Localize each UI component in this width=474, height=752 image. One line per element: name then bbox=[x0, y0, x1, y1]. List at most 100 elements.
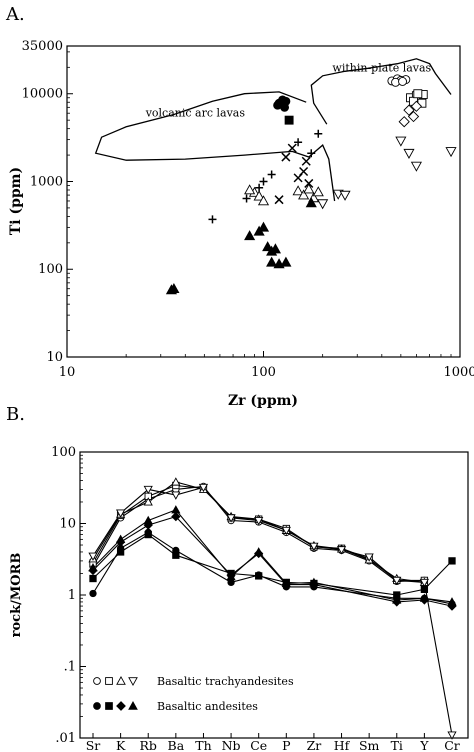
data-point-open-triangle-down bbox=[410, 161, 422, 172]
data-point-filled-triangle-up bbox=[280, 256, 292, 267]
data-point-plus bbox=[307, 149, 316, 158]
x-tick-label: Th bbox=[195, 738, 211, 752]
series-point-filled-square bbox=[116, 548, 125, 556]
data-point-plus bbox=[208, 215, 217, 224]
series-point-open-triangle-down bbox=[226, 514, 236, 523]
data-point-x bbox=[281, 152, 291, 162]
panel-a-points bbox=[165, 74, 457, 295]
series-point-filled-triangle-up bbox=[309, 577, 319, 586]
y-tick-label: 100 bbox=[38, 262, 63, 277]
data-point-plus bbox=[294, 138, 303, 147]
data-point-open-triangle-down bbox=[403, 148, 415, 159]
x-tick-label: Sm bbox=[359, 738, 380, 752]
data-point-plus bbox=[314, 129, 323, 138]
y-tick-label: 1000 bbox=[30, 174, 63, 189]
series-point-filled-square bbox=[448, 557, 456, 565]
data-point-open-triangle-up bbox=[292, 185, 304, 196]
data-point-open-square bbox=[413, 89, 423, 99]
data-point-open-circle bbox=[398, 77, 407, 86]
series-point-filled-triangle-up bbox=[116, 534, 126, 543]
x-tick-label: Y bbox=[419, 738, 429, 752]
data-point-filled-triangle-up bbox=[165, 284, 178, 295]
data-point-filled-triangle-up bbox=[262, 241, 274, 252]
data-point-filled-circle bbox=[280, 102, 290, 112]
series-point-open-triangle-down bbox=[171, 491, 181, 500]
panel-b-points bbox=[88, 477, 457, 740]
data-point-open-triangle-up bbox=[257, 195, 270, 206]
series-point-open-triangle-down bbox=[392, 576, 402, 586]
y-tick-label: 10000 bbox=[22, 87, 63, 102]
series-point-open-triangle-down bbox=[198, 483, 209, 493]
data-point-open-triangle-up bbox=[298, 189, 310, 200]
series-point-filled-circle bbox=[89, 589, 97, 598]
y-tick-label: 10 bbox=[59, 517, 76, 532]
data-point-open-triangle-up bbox=[244, 184, 256, 195]
x-tick-label: Nb bbox=[222, 738, 241, 752]
x-tick-label: Ce bbox=[250, 738, 267, 752]
y-tick-label: 100 bbox=[51, 445, 76, 460]
x-tick-label: Hf bbox=[334, 738, 351, 752]
series-point-filled-diamond bbox=[171, 511, 181, 522]
x-tick-label: Sr bbox=[86, 738, 101, 752]
y-tick-label: 35000 bbox=[22, 39, 63, 54]
x-tick-label: 1000 bbox=[443, 365, 474, 380]
series-point-open-triangle-down bbox=[419, 578, 429, 588]
series-point-filled-triangle-up bbox=[392, 595, 402, 604]
data-point-x bbox=[304, 178, 314, 188]
data-point-filled-triangle-up bbox=[269, 243, 281, 254]
data-point-open-diamond bbox=[403, 104, 415, 116]
series-point-filled-triangle-up bbox=[88, 563, 98, 572]
series-point-filled-triangle-up bbox=[143, 515, 153, 525]
x-tick-label: 100 bbox=[251, 365, 276, 380]
panel-b-legend: Basaltic trachyandesites Basaltic andesit… bbox=[93, 675, 294, 713]
data-point-plus bbox=[259, 177, 268, 186]
legend-marker-open-square bbox=[105, 677, 113, 685]
data-point-x bbox=[274, 195, 284, 205]
series-line bbox=[92, 486, 453, 736]
data-point-filled-triangle-up bbox=[305, 197, 317, 208]
series-point-filled-square bbox=[255, 572, 263, 580]
data-point-x bbox=[299, 166, 309, 177]
field-label: within-plate lavas bbox=[332, 61, 431, 74]
data-point-open-diamond bbox=[398, 116, 410, 128]
x-tick-label: Cr bbox=[444, 738, 460, 752]
series-point-open-triangle-down bbox=[309, 542, 319, 552]
series-point-open-triangle-down bbox=[143, 485, 153, 495]
panel-b-label: B. bbox=[6, 404, 25, 425]
series-point-open-triangle-down bbox=[116, 509, 126, 518]
panel-b-y-ticks: 100 10 1 .1 .01 bbox=[51, 445, 86, 746]
series-point-open-triangle-down bbox=[364, 553, 374, 562]
legend-marker-filled-circle bbox=[93, 702, 101, 710]
series-point-open-triangle-up bbox=[171, 477, 181, 486]
series-point-filled-square bbox=[420, 585, 429, 593]
x-tick-label: K bbox=[116, 738, 126, 752]
data-point-filled-triangle-up bbox=[266, 256, 278, 267]
panel-a-x-axis-label: Zr (ppm) bbox=[228, 393, 298, 409]
series-point-filled-triangle-up bbox=[226, 571, 236, 581]
y-tick-label: 1 bbox=[68, 588, 76, 603]
legend-marker-open-triangle-up bbox=[116, 675, 126, 685]
data-point-x bbox=[301, 156, 311, 166]
data-point-open-triangle-down bbox=[317, 199, 329, 210]
y-tick-label: .01 bbox=[55, 731, 76, 746]
data-point-open-triangle-down bbox=[445, 147, 457, 158]
x-tick-label: Rb bbox=[140, 738, 157, 752]
series-point-open-triangle-down bbox=[88, 552, 98, 561]
data-point-filled-square bbox=[284, 115, 294, 125]
series-line bbox=[92, 484, 425, 581]
series-point-filled-triangle-up bbox=[447, 597, 457, 606]
legend-marker-open-triangle-down bbox=[128, 677, 138, 687]
data-point-open-triangle-up bbox=[312, 186, 324, 197]
data-point-filled-triangle-up bbox=[257, 221, 270, 232]
series-point-filled-square bbox=[144, 530, 152, 539]
legend-label: Basaltic andesites bbox=[157, 700, 258, 713]
y-tick-label: 10 bbox=[46, 350, 63, 365]
legend-marker-filled-diamond bbox=[116, 701, 126, 711]
series-point-open-triangle-down bbox=[447, 731, 457, 740]
series-point-filled-square bbox=[172, 551, 180, 559]
data-point-open-triangle-down bbox=[339, 190, 351, 201]
data-point-plus bbox=[242, 194, 251, 203]
panel-a-y-axis-label: Ti (ppm) bbox=[8, 167, 24, 235]
